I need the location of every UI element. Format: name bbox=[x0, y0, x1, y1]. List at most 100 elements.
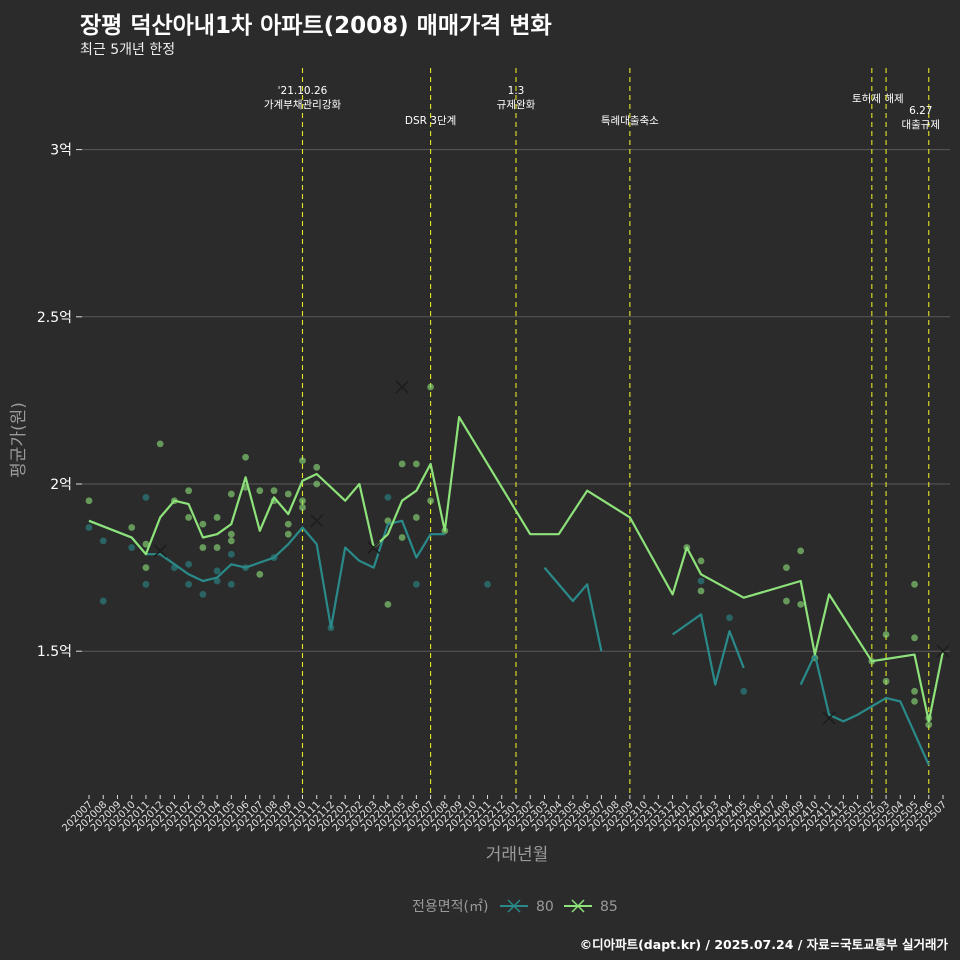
point-85-10 bbox=[213, 514, 221, 521]
y-tick-label-2: 2.5억 bbox=[37, 310, 72, 326]
point-85-40 bbox=[697, 587, 705, 595]
point-85-7 bbox=[185, 514, 193, 521]
point-80-20 bbox=[740, 687, 748, 695]
point-80-7 bbox=[185, 580, 193, 588]
series-line-85-0 bbox=[88, 416, 945, 723]
cancelled-85-2 bbox=[936, 644, 950, 658]
event-label-3-0: 특례대출축소 bbox=[601, 115, 659, 127]
event-label-0-1: 가계부채관리강화 bbox=[264, 99, 342, 111]
point-85-47 bbox=[882, 631, 890, 638]
point-85-21 bbox=[284, 490, 292, 498]
cancelled-80-2 bbox=[822, 711, 836, 725]
point-85-48 bbox=[882, 677, 890, 685]
point-85-23 bbox=[284, 530, 292, 538]
cancelled-80-1 bbox=[367, 540, 381, 555]
point-80-21 bbox=[726, 614, 733, 622]
point-80-5 bbox=[142, 580, 150, 588]
series-line-80-3 bbox=[799, 653, 930, 766]
point-80-10 bbox=[213, 577, 221, 585]
point-80-11 bbox=[213, 567, 221, 575]
point-85-33 bbox=[412, 460, 420, 468]
point-85-13 bbox=[227, 537, 235, 545]
point-80-12 bbox=[227, 550, 235, 558]
legend: 전용면적(㎡) 80 85 bbox=[412, 899, 618, 915]
x-axis-ticks: 2020072020082020092020102020112020122021… bbox=[60, 795, 949, 834]
event-label-2-0: 1.3 bbox=[508, 85, 525, 97]
point-85-9 bbox=[199, 544, 207, 551]
point-85-32 bbox=[398, 460, 406, 468]
point-85-25 bbox=[299, 497, 306, 505]
point-80-1 bbox=[99, 537, 107, 545]
point-85-19 bbox=[270, 487, 278, 495]
series-line-80-1 bbox=[543, 566, 603, 652]
point-85-51 bbox=[911, 687, 918, 695]
legend-label-80: 80 bbox=[536, 899, 554, 915]
event-label-4-0: 토허제 해제 bbox=[852, 92, 904, 105]
point-85-15 bbox=[242, 453, 249, 461]
point-80-13 bbox=[227, 580, 235, 588]
point-85-53 bbox=[925, 721, 933, 729]
point-85-43 bbox=[797, 547, 805, 555]
chart-subtitle: 최근 5개년 한정 bbox=[80, 42, 176, 58]
point-85-29 bbox=[384, 517, 392, 525]
point-85-2 bbox=[142, 564, 150, 572]
chart-title: 장평 덕산아내1차 아파트(2008) 매매가격 변화 bbox=[80, 13, 552, 39]
point-85-22 bbox=[284, 520, 292, 528]
point-85-52 bbox=[911, 697, 918, 705]
point-85-14 bbox=[227, 530, 235, 538]
event-label-0-0: '21.10.26 bbox=[278, 85, 328, 97]
y-tick-label-1: 2억 bbox=[50, 477, 72, 493]
event-label-2-1: 규제완화 bbox=[497, 98, 536, 111]
point-80-3 bbox=[128, 544, 136, 551]
series-line-80-2 bbox=[671, 613, 745, 686]
event-label-6-0: 6.27 bbox=[909, 105, 932, 117]
point-85-12 bbox=[227, 490, 235, 498]
point-85-42 bbox=[783, 597, 790, 605]
point-85-6 bbox=[185, 487, 193, 495]
point-85-30 bbox=[384, 600, 392, 608]
point-85-36 bbox=[427, 497, 434, 505]
point-85-3 bbox=[142, 540, 150, 548]
point-85-50 bbox=[911, 634, 918, 642]
y-tick-label-3: 3억 bbox=[50, 143, 72, 159]
x-axis-title: 거래년월 bbox=[486, 845, 549, 865]
data-points bbox=[85, 383, 933, 729]
y-axis-title: 평균가(원) bbox=[9, 402, 29, 478]
cancelled-85-1 bbox=[395, 380, 409, 394]
point-85-11 bbox=[213, 544, 221, 551]
point-80-4 bbox=[142, 493, 150, 501]
cancelled-85-0 bbox=[310, 514, 324, 528]
point-85-26 bbox=[299, 504, 306, 511]
series-lines bbox=[88, 416, 945, 766]
point-80-0 bbox=[85, 524, 93, 531]
point-80-19 bbox=[484, 580, 491, 588]
legend-cross-80 bbox=[507, 899, 521, 913]
point-85-17 bbox=[256, 487, 264, 495]
point-85-18 bbox=[256, 570, 264, 578]
legend-label-85: 85 bbox=[600, 899, 618, 915]
legend-cross-85 bbox=[571, 899, 585, 913]
point-85-28 bbox=[313, 480, 321, 488]
source-caption: ©디아파트(dapt.kr) / 2025.07.24 / 자료=국토교통부 실… bbox=[579, 937, 948, 952]
event-label-6-1: 대출규제 bbox=[901, 119, 940, 131]
legend-title: 전용면적(㎡) bbox=[412, 899, 488, 915]
cancelled-80-0 bbox=[153, 544, 167, 558]
point-85-39 bbox=[697, 557, 705, 565]
point-85-44 bbox=[797, 600, 805, 608]
point-80-8 bbox=[185, 560, 193, 568]
point-80-22 bbox=[697, 577, 705, 585]
point-85-35 bbox=[427, 383, 434, 391]
point-85-34 bbox=[412, 514, 420, 521]
y-tick-label-0: 1.5억 bbox=[37, 644, 72, 660]
point-85-41 bbox=[783, 564, 790, 572]
point-85-31 bbox=[398, 534, 406, 541]
point-85-49 bbox=[911, 580, 918, 588]
point-85-1 bbox=[128, 524, 136, 531]
point-85-8 bbox=[199, 520, 207, 528]
point-85-27 bbox=[313, 463, 321, 471]
point-80-17 bbox=[384, 493, 392, 501]
cancelled-markers bbox=[153, 380, 950, 725]
point-80-9 bbox=[199, 590, 207, 598]
